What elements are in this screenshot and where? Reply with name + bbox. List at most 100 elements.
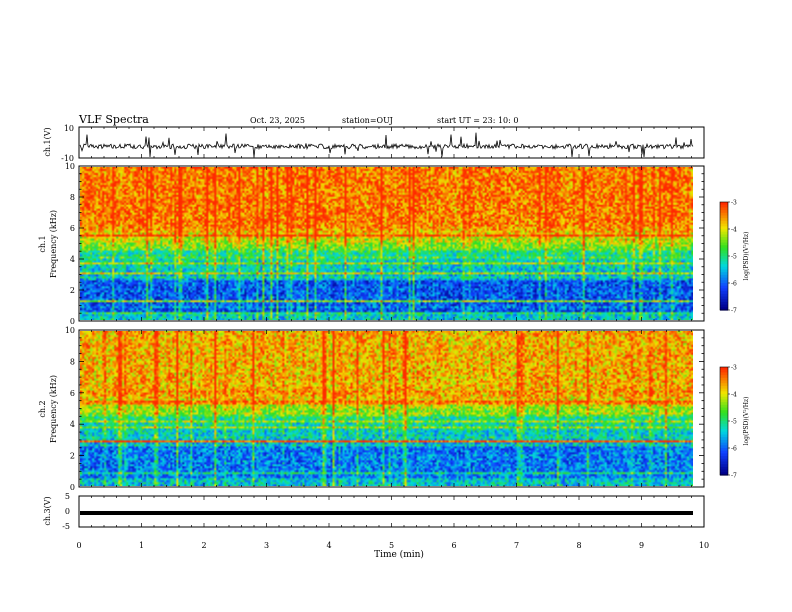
ch2-colorbar-cell: [720, 461, 728, 465]
ch2-colorbar-cell: [720, 385, 728, 390]
ch1-ytick-bottom: -10: [61, 154, 74, 163]
ch1-spectrogram-panel: 0 2 4 6 8 10 ch.1 Frequency (kHz): [38, 162, 705, 326]
ch1-colorbar-cell: [720, 274, 728, 279]
ch2-colorbar-cell: [720, 410, 728, 414]
x-tick-label: 6: [451, 541, 456, 550]
ch1-colorbar-cell: [720, 264, 728, 268]
ch3-ytick-middle: 0: [65, 507, 70, 516]
ch1-colorbar-cell: [720, 277, 728, 281]
ch2-colorbar-cell: [720, 404, 728, 409]
ch2-colorbar-cell: [720, 402, 728, 406]
ch1-colorbar-cell: [720, 229, 728, 233]
ch1-colorbar-cell: [720, 231, 728, 235]
ch1-colorbar-cell: [720, 301, 728, 306]
ch1-spectrogram-image: [80, 167, 693, 320]
ch1-colorbar-cell: [720, 223, 728, 227]
ch1-colorbar-cell: [720, 296, 728, 300]
ch1-colorbar-tick-label: -4: [731, 227, 737, 234]
ch2-colorbar-cell: [720, 388, 728, 392]
ch1-colorbar-cell: [720, 299, 728, 303]
x-axis-tick-labels: 0 1 2 3 4 5 6 7 8 9 10: [76, 541, 709, 550]
ch2-ytick-label: 4: [70, 420, 75, 429]
ch2-colorbar-cell: [720, 448, 728, 452]
ch1-colorbar-cell: [720, 207, 728, 211]
ch2-colorbar-cell: [720, 439, 728, 444]
figure-title: VLF Spectra: [78, 113, 149, 126]
ch3-waveform-trace: [80, 511, 693, 515]
ch2-colorbar-cell: [720, 429, 728, 433]
ch2-ylabel-frequency: Frequency (kHz): [49, 375, 58, 443]
ch1-colorbar-cell: [720, 245, 728, 249]
ch1-colorbar-cell: [720, 258, 728, 262]
ch2-ylabel-channel: ch.2: [38, 400, 47, 417]
ch1-colorbar-cell: [720, 250, 728, 254]
date-label: Oct. 23, 2025: [250, 116, 305, 125]
ch2-spectrogram-image: [80, 331, 693, 486]
ch2-colorbar-cell: [720, 418, 728, 422]
ch1-colorbar-cell: [720, 239, 728, 244]
ch2-colorbar-cell: [720, 383, 728, 387]
ch2-colorbar-cell: [720, 369, 728, 373]
ch2-colorbar-cell: [720, 391, 728, 395]
x-tick-label: 7: [514, 541, 519, 550]
ch2-ytick-label: 0: [70, 483, 75, 492]
ch2-colorbar-cell: [720, 377, 728, 382]
ch1-colorbar-cell: [720, 272, 728, 276]
x-tick-label: 0: [76, 541, 81, 550]
ch1-colorbar-cell: [720, 280, 728, 284]
ch2-colorbar-cell: [720, 456, 728, 460]
start-ut-label: start UT = 23: 10: 0: [437, 116, 518, 125]
ch1-colorbar-cell: [720, 307, 728, 311]
ch2-colorbar-cell: [720, 375, 728, 379]
ch1-colorbar-cell: [720, 288, 728, 292]
ch1-colorbar-cell: [720, 212, 728, 217]
ch2-colorbar-cell: [720, 466, 728, 471]
ch2-colorbar-cell: [720, 380, 728, 384]
ch2-colorbar-cell: [720, 453, 728, 457]
ch1-ytick-label: 6: [70, 224, 75, 233]
x-axis-ticks: [78, 127, 705, 527]
ch3-waveform-panel: 5 -5 ch.3(V): [43, 492, 705, 531]
ch2-colorbar-cell: [720, 426, 728, 430]
ch1-colorbar-cell: [720, 204, 728, 208]
x-tick-label: 10: [699, 541, 709, 550]
ch3-ytick-bottom: -5: [62, 522, 70, 531]
ch2-colorbar-tick-label: -4: [731, 392, 737, 399]
ch1-colorbar-tick-label: -3: [731, 200, 737, 207]
ch2-colorbar-label: log(PSD)(V²/Hz): [743, 397, 750, 446]
ch1-colorbar-cell: [720, 293, 728, 298]
ch1-ytick-top: 10: [64, 124, 74, 133]
ch1-colorbar-cell: [720, 234, 728, 238]
ch2-colorbar-cell: [720, 442, 728, 446]
ch1-colorbar-cell: [720, 202, 728, 206]
ch2-colorbar-tick-label: -3: [731, 365, 737, 372]
ch1-waveform-trace: [79, 132, 694, 158]
ch2-colorbar-cell: [720, 412, 728, 417]
ch1-colorbar-cell: [720, 283, 728, 287]
ch3-waveform-ylabel: ch.3(V): [43, 496, 52, 525]
ch2-colorbar-cell: [720, 421, 728, 425]
ch1-colorbar-cell: [720, 266, 728, 271]
ch2-ytick-label: 8: [70, 357, 75, 366]
ch1-colorbar-label: log(PSD)(V²/Hz): [743, 232, 750, 281]
ch1-colorbar-cell: [720, 256, 728, 260]
ch1-colorbar-cell: [720, 261, 728, 265]
station-label: station=OUJ: [342, 116, 393, 125]
ch1-colorbar-cell: [720, 242, 728, 246]
ch1-colorbar-tick-label: -7: [731, 308, 737, 315]
ch1-ytick-label: 8: [70, 193, 75, 202]
x-tick-label: 8: [576, 541, 581, 550]
ch1-colorbar: -3 -4 -5 -6 -7 log(PSD)(V²/Hz): [719, 200, 750, 315]
ch2-colorbar-cell: [720, 399, 728, 403]
ch1-colorbar-cell: [720, 226, 728, 230]
ch2-ytick-label: 6: [70, 389, 75, 398]
ch1-colorbar-cell: [720, 253, 728, 257]
ch1-colorbar-cell: [720, 210, 728, 214]
ch1-ylabel-channel: ch.1: [38, 235, 47, 252]
x-tick-label: 5: [389, 541, 394, 550]
ch1-ytick-label: 2: [70, 286, 75, 295]
ch2-colorbar-cell: [720, 472, 728, 476]
ch2-colorbar-cell: [720, 407, 728, 411]
ch2-colorbar-cell: [720, 434, 728, 438]
